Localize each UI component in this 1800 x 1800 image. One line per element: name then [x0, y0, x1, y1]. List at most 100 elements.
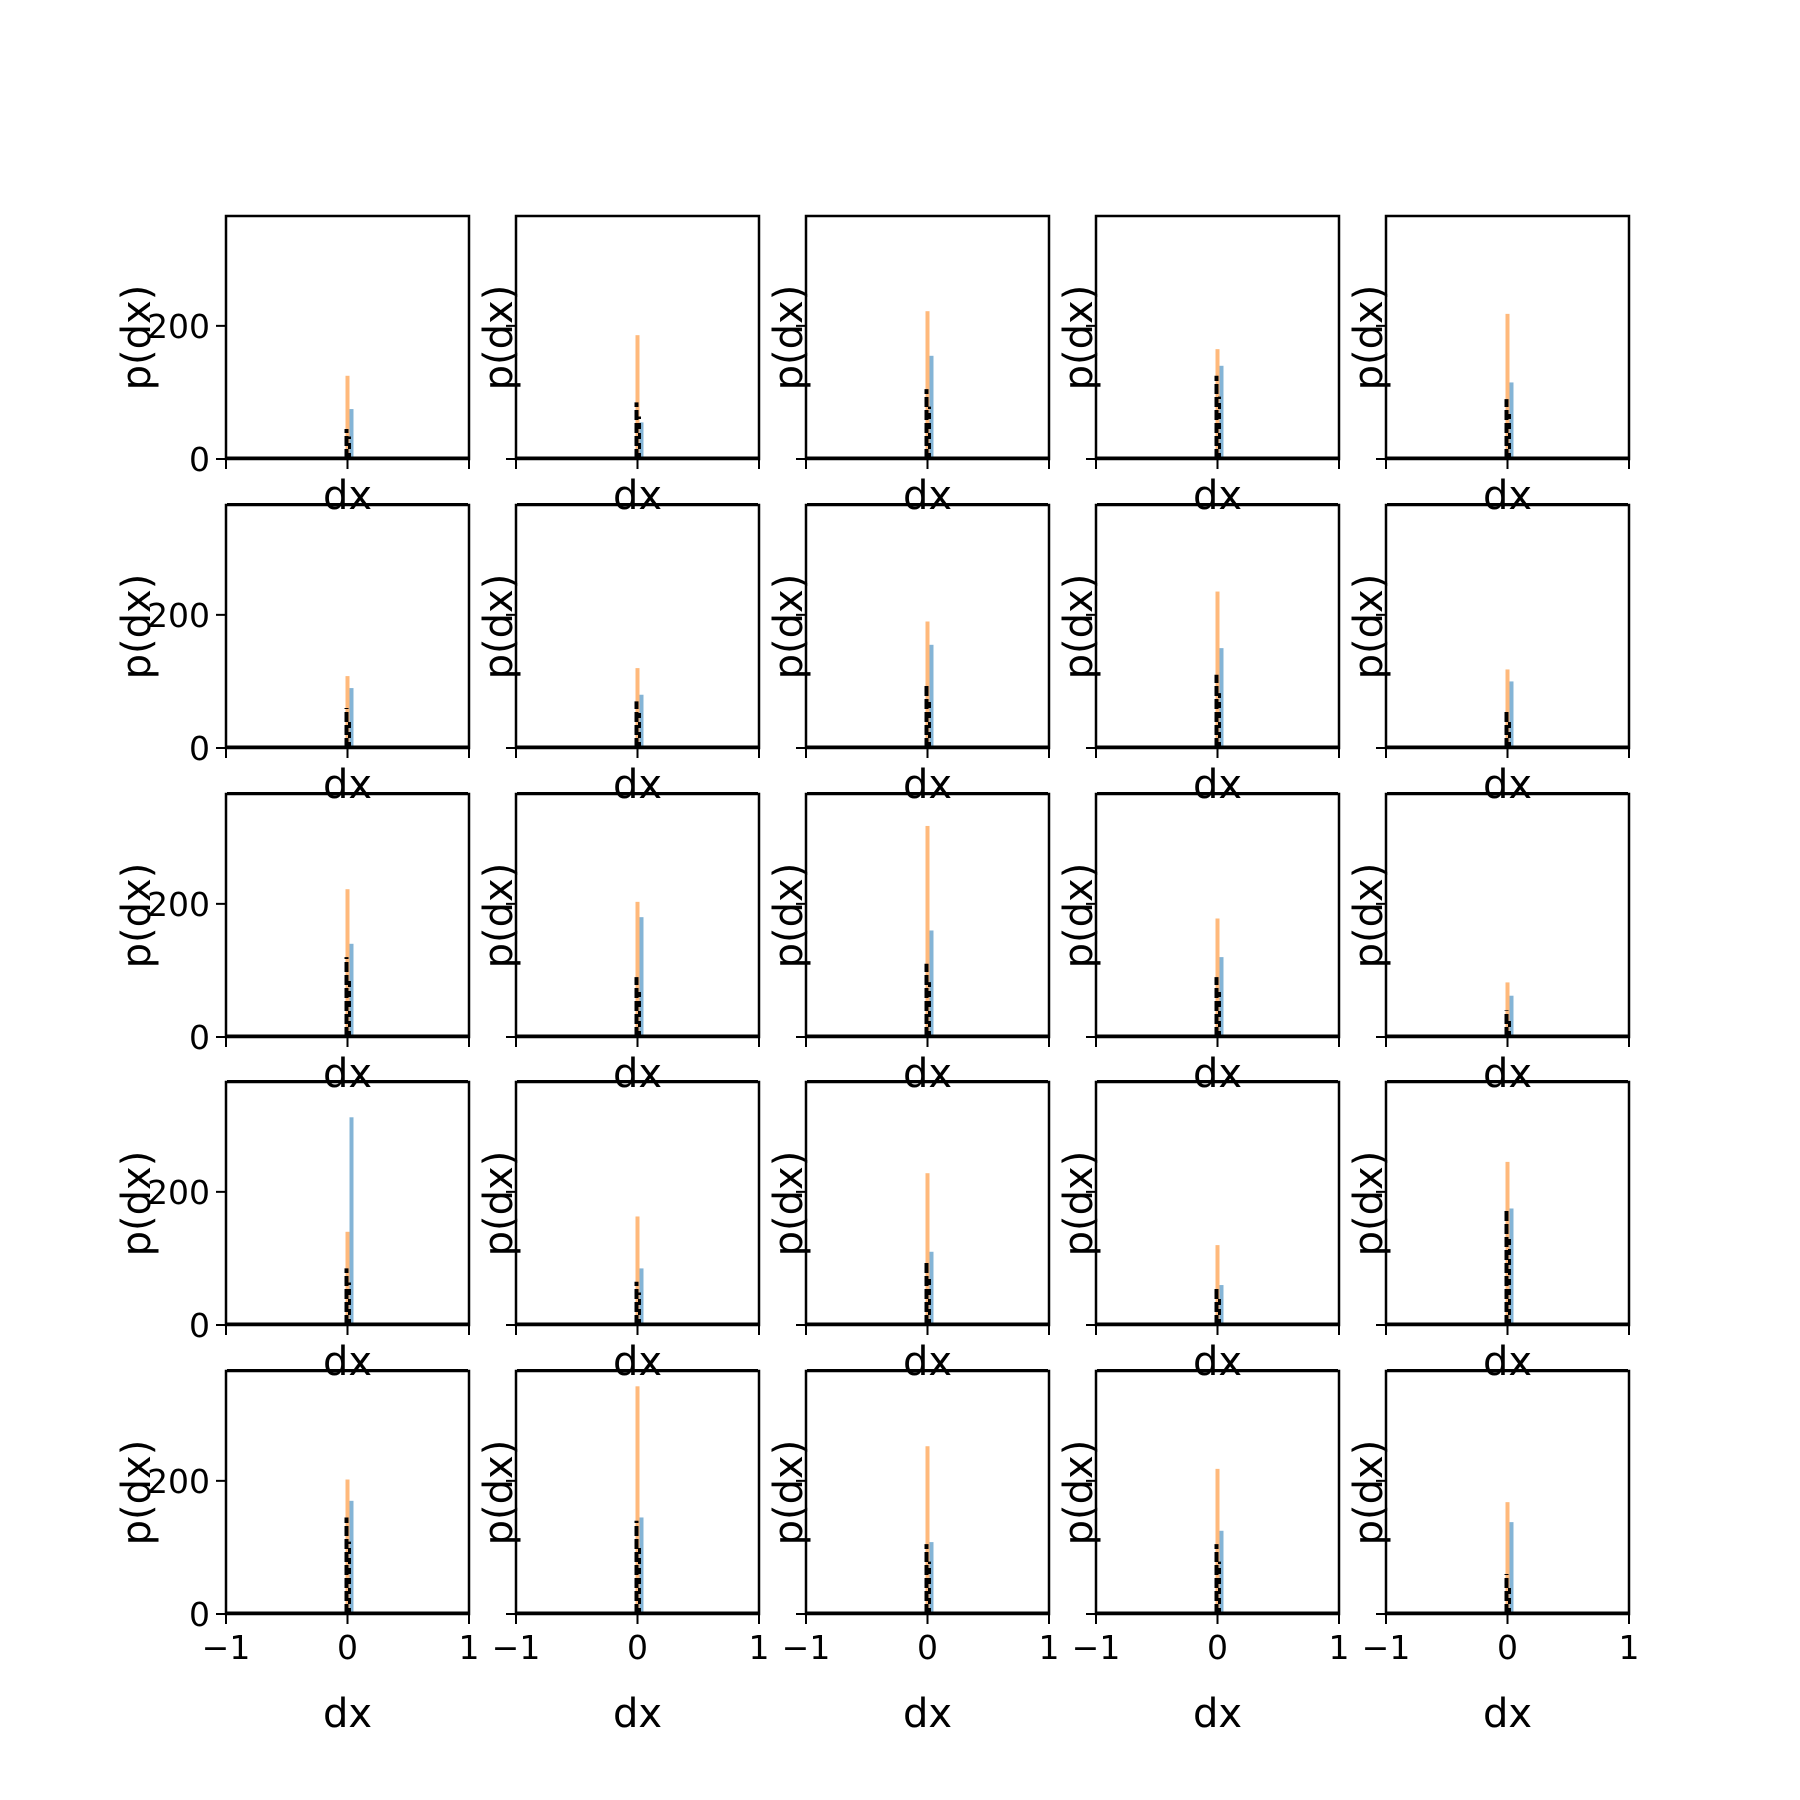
- orange-bar: [345, 375, 350, 459]
- y-axis-label: p(dx): [766, 863, 812, 969]
- x-axis-label: dx: [613, 1691, 662, 1737]
- x-axis-label: dx: [903, 762, 952, 808]
- x-tick-label: 1: [749, 1628, 770, 1667]
- x-axis-label: dx: [903, 1691, 952, 1737]
- x-axis-label: dx: [1193, 1339, 1242, 1385]
- x-tick-label: 0: [1497, 1628, 1518, 1667]
- x-axis-label: dx: [1483, 1691, 1532, 1737]
- blue-bar: [639, 1268, 644, 1325]
- y-tick-label: 200: [147, 307, 210, 346]
- orange-bar: [635, 901, 640, 1037]
- row-overlap-edge: [517, 792, 758, 794]
- y-axis-label: p(dx): [114, 863, 160, 969]
- y-tick-label: 200: [147, 1173, 210, 1212]
- blue-bar: [1509, 995, 1514, 1037]
- y-axis-label: p(dx): [476, 1440, 522, 1546]
- blue-bar: [929, 1251, 934, 1325]
- x-tick-label: −1: [202, 1628, 251, 1667]
- blue-bar: [349, 943, 354, 1037]
- row-overlap-edge: [227, 1369, 468, 1371]
- blue-bar: [639, 694, 644, 748]
- orange-bar: [1505, 1502, 1510, 1614]
- orange-bar: [1215, 1245, 1220, 1325]
- blue-bar: [929, 355, 934, 459]
- orange-bar: [1505, 982, 1510, 1037]
- x-axis-label: dx: [1483, 1339, 1532, 1385]
- x-axis-label: dx: [903, 1051, 952, 1097]
- y-axis-label: p(dx): [1056, 863, 1102, 969]
- row-overlap-edge: [1097, 1080, 1338, 1082]
- y-axis-label: p(dx): [766, 1151, 812, 1257]
- plot-layer: 0200dxp(dx)dxp(dx)dxp(dx)dxp(dx)dxp(dx)0…: [114, 214, 1640, 1737]
- y-axis-label: p(dx): [476, 574, 522, 680]
- x-tick-label: 1: [1329, 1628, 1350, 1667]
- blue-bar: [929, 1542, 934, 1614]
- x-axis-label: dx: [613, 1051, 662, 1097]
- x-axis-label: dx: [1193, 1691, 1242, 1737]
- subplot-r2-c5: dx p(dx): [1346, 503, 1631, 808]
- orange-bar: [925, 1446, 930, 1614]
- orange-bar: [925, 621, 930, 748]
- y-axis-label: p(dx): [1346, 285, 1392, 391]
- blue-bar: [1219, 648, 1224, 748]
- blue-bar: [1219, 1285, 1224, 1325]
- blue-bar: [349, 688, 354, 748]
- row-overlap-edge: [227, 1080, 468, 1082]
- orange-bar: [1505, 313, 1510, 459]
- x-axis-label: dx: [613, 473, 662, 519]
- blue-bar: [1219, 365, 1224, 459]
- row-overlap-edge: [517, 503, 758, 505]
- x-axis-label: dx: [323, 473, 372, 519]
- blue-bar: [1219, 1530, 1224, 1614]
- blue-bar: [1509, 681, 1514, 748]
- x-tick-label: 0: [337, 1628, 358, 1667]
- x-tick-label: −1: [1072, 1628, 1121, 1667]
- blue-bar: [1219, 957, 1224, 1037]
- x-tick-label: 0: [917, 1628, 938, 1667]
- x-axis-label: dx: [1483, 762, 1532, 808]
- y-axis-label: p(dx): [114, 574, 160, 680]
- orange-bar: [925, 311, 930, 459]
- y-axis-label: p(dx): [1346, 1151, 1392, 1257]
- x-axis-label: dx: [903, 1339, 952, 1385]
- subplot-r1-c3: dx p(dx): [766, 214, 1051, 519]
- y-axis-label: p(dx): [476, 1151, 522, 1257]
- orange-bar: [925, 825, 930, 1037]
- x-tick-label: 1: [459, 1628, 480, 1667]
- subplot-r1-c2: dx p(dx): [476, 214, 761, 519]
- subplot-r4-c2: dx p(dx): [476, 1080, 761, 1385]
- row-overlap-edge: [807, 503, 1048, 505]
- blue-bar: [1509, 382, 1514, 459]
- y-axis-label: p(dx): [1346, 574, 1392, 680]
- y-tick-label: 200: [147, 1462, 210, 1501]
- subplot-r5-c2: −1 0 1 dx p(dx): [476, 1369, 770, 1737]
- row-overlap-edge: [517, 1080, 758, 1082]
- row-overlap-edge: [807, 1080, 1048, 1082]
- y-tick-label: 0: [189, 440, 210, 479]
- y-tick-label: 0: [189, 729, 210, 768]
- subplot-r5-c3: −1 0 1 dx p(dx): [766, 1369, 1060, 1737]
- x-axis-label: dx: [1193, 762, 1242, 808]
- x-axis-label: dx: [613, 762, 662, 808]
- subplot-r3-c5: dx p(dx): [1346, 792, 1631, 1097]
- row-overlap-edge: [1387, 1080, 1628, 1082]
- subplot-r2-c1: 0 200 dx p(dx): [114, 503, 471, 808]
- row-overlap-edge: [517, 1369, 758, 1371]
- orange-bar: [635, 1386, 640, 1614]
- x-axis-label: dx: [903, 473, 952, 519]
- y-axis-label: p(dx): [1056, 574, 1102, 680]
- subplot-r5-c4: −1 0 1 dx p(dx): [1056, 1369, 1350, 1737]
- x-axis-label: dx: [323, 1339, 372, 1385]
- blue-bar: [929, 930, 934, 1037]
- blue-bar: [1509, 1522, 1514, 1614]
- x-tick-label: −1: [782, 1628, 831, 1667]
- blue-bar: [639, 1517, 644, 1614]
- x-tick-label: 0: [627, 1628, 648, 1667]
- y-axis-label: p(dx): [114, 1440, 160, 1546]
- blue-bar: [639, 422, 644, 459]
- subplot-r4-c3: dx p(dx): [766, 1080, 1051, 1385]
- y-tick-label: 0: [189, 1595, 210, 1634]
- x-axis-label: dx: [613, 1339, 662, 1385]
